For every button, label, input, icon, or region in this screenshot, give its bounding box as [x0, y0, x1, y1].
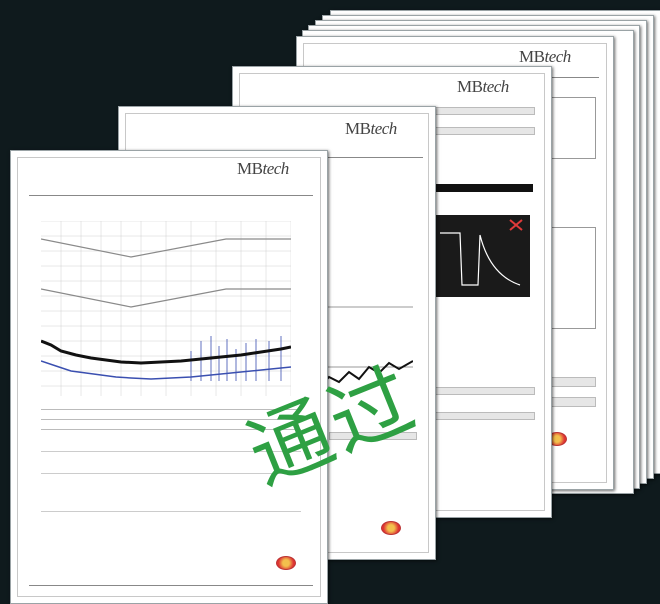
emission-chart-partial: [319, 306, 413, 387]
limit-line-lower: [41, 288, 291, 308]
mbtech-logo: MBtech: [457, 77, 509, 96]
average-trace: [41, 360, 291, 380]
mbtech-logo: MBtech: [345, 119, 397, 138]
emission-spectrum-chart: [41, 221, 291, 396]
pulse-oscilloscope: [430, 215, 530, 297]
report-page-1: MBtech: [10, 150, 328, 604]
seal-icon: [381, 521, 401, 535]
mbtech-logo: MBtech: [237, 159, 289, 178]
mbtech-logo: MBtech: [519, 47, 571, 66]
seal-icon: [276, 556, 296, 570]
limit-line-upper: [41, 238, 291, 258]
peak-trace: [41, 339, 291, 365]
